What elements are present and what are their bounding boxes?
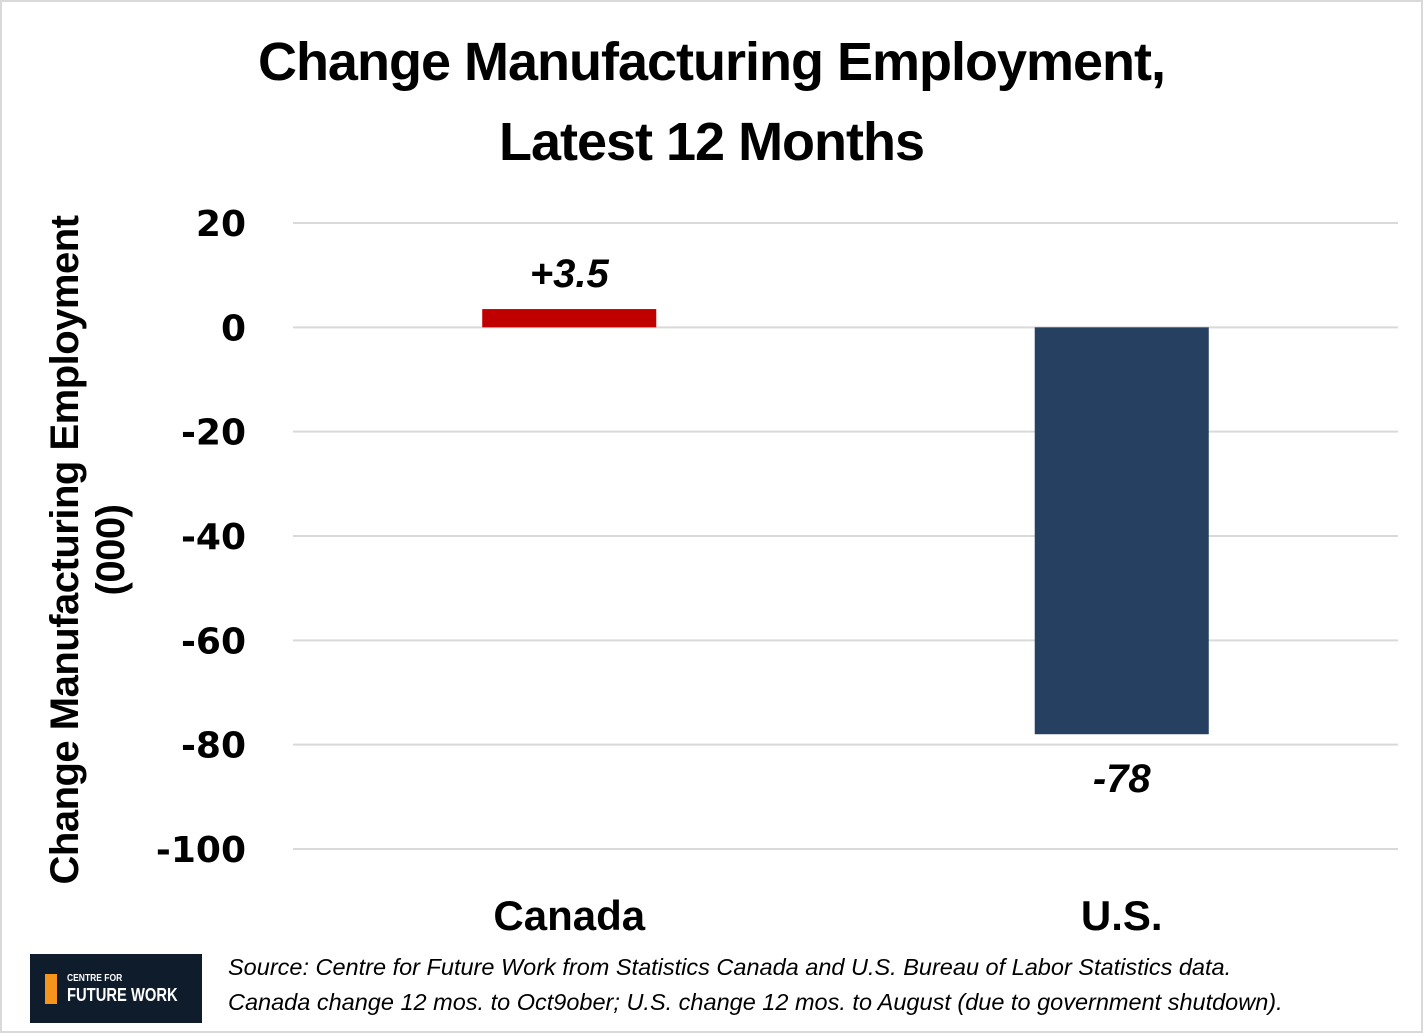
source-line-2: Canada change 12 mos. to Oct9ober; U.S. … (228, 989, 1283, 1015)
y-tick-label: -100 (156, 830, 246, 871)
y-tick-label: 20 (196, 204, 246, 245)
chart-title-line-1: Change Manufacturing Employment, (257, 32, 1166, 92)
data-label: +3.5 (530, 252, 610, 296)
source-line-1: Source: Centre for Future Work from Stat… (228, 954, 1232, 980)
data-label: -78 (1093, 757, 1152, 801)
bar-canada (482, 309, 657, 328)
x-category-label: U.S. (1081, 892, 1163, 939)
logo-text-line-2: FUTURE WORK (67, 984, 178, 1005)
chart-title: Change Manufacturing Employment, Latest … (0, 22, 1423, 182)
chart-title-line-2: Latest 12 Months (498, 112, 925, 172)
y-tick-label: -80 (181, 726, 246, 767)
x-category-label: Canada (493, 892, 645, 939)
source-note: Source: Centre for Future Work from Stat… (228, 950, 1418, 1020)
y-tick-label: -60 (181, 621, 246, 662)
centre-for-future-work-logo: CENTRE FOR FUTURE WORK (30, 954, 202, 1023)
bars (482, 309, 1209, 735)
data-labels: +3.5 -78 (530, 252, 1152, 801)
y-tick-label: -40 (181, 517, 246, 558)
bar-u-s (1034, 327, 1209, 735)
x-axis-categories: Canada U.S. (493, 892, 1162, 939)
centre-for-future-work-logo-icon (45, 973, 63, 1004)
y-axis-ticks: 20 0 -20 -40 -60 -80 -100 (156, 204, 246, 871)
logo-text-line-1: CENTRE FOR (67, 972, 123, 984)
y-tick-label: 0 (221, 308, 246, 349)
y-tick-label: -20 (181, 413, 246, 454)
gridlines (293, 222, 1398, 850)
logo-text: CENTRE FOR FUTURE WORK (67, 972, 202, 1005)
